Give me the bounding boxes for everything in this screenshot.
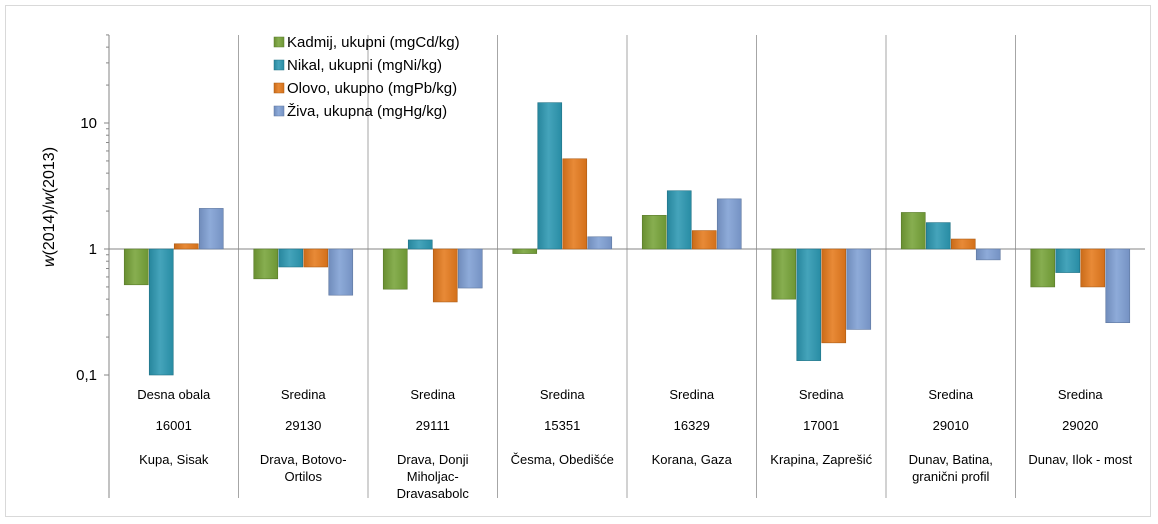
category-position-label: Sredina [928,387,974,402]
y-axis: 0,1 1 10 w(2014)/w(2013) [41,34,1145,498]
category-position-label: Sredina [799,387,845,402]
category-name-label: Ortilos [284,469,322,484]
category-name-label: Dunav, Ilok - most [1028,452,1132,467]
category-labels: Desna obala 16001 Kupa, Sisak Sredina 29130 D… [137,387,1132,501]
category-position-label: Sredina [281,387,327,402]
bar [900,212,926,250]
legend-swatch [273,59,285,71]
bar [432,248,458,303]
category-name-label: Drava, Donji [397,452,469,467]
category-name-label: Kupa, Sisak [139,452,209,467]
bar [303,248,329,268]
y-axis-title: w(2014)/w(2013) [41,147,58,267]
category-code-label: 16329 [674,418,710,433]
bar [691,230,717,250]
chart-dividers [238,35,1016,498]
category-position-label: Sredina [540,387,586,402]
bar [666,190,692,250]
category-code-label: 29130 [285,418,321,433]
bar [198,208,224,250]
bar [253,248,279,280]
bar-chart: 0,1 1 10 w(2014)/w(2013) Desna obala 16001 Ku… [41,34,1145,501]
bar [328,248,354,296]
bar [562,158,588,250]
bar [641,215,667,250]
bar [173,243,199,250]
bar [457,248,483,289]
bar [846,248,872,330]
category-position-label: Sredina [1058,387,1104,402]
chart-frame: 0,1 1 10 w(2014)/w(2013) Desna obala 16001 Ku… [5,5,1151,517]
y-tick-label: 1 [89,241,97,258]
bar [512,248,538,254]
bar [123,248,149,286]
category-name-label: Česma, Obedišće [511,452,614,467]
category-code-label: 29020 [1062,418,1098,433]
bar [382,248,408,290]
category-name-label: granični profil [912,469,989,484]
legend: Kadmij, ukupni (mgCd/kg) Nikal, ukupni (m… [273,34,460,120]
category-name-label: Dravasabolc [397,486,470,501]
category-code-label: 15351 [544,418,580,433]
category-name-label: Dunav, Batina, [909,452,993,467]
legend-label: Nikal, ukupni (mgNi/kg) [287,57,442,74]
y-tick-label: 0,1 [76,367,97,384]
bar [278,248,304,268]
legend-label: Olovo, ukupno (mgPb/kg) [287,80,457,97]
legend-label: Živa, ukupna (mgHg/kg) [287,103,447,120]
category-name-label: Korana, Gaza [652,452,733,467]
category-code-label: 29111 [416,418,450,433]
category-code-label: 17001 [803,418,839,433]
bar [796,248,822,361]
legend-swatch [273,82,285,94]
legend-swatch [273,105,285,117]
category-name-label: Miholjac- [407,469,459,484]
category-name-label: Drava, Botovo- [260,452,347,467]
bar [975,248,1001,261]
legend-swatch [273,36,285,48]
bar [537,102,563,250]
y-tick-label: 10 [80,115,97,132]
category-position-label: Sredina [669,387,715,402]
bar [1105,248,1131,324]
bar [716,198,742,250]
bar [148,248,174,376]
bar [950,238,976,250]
bar [771,248,797,300]
category-name-label: Krapina, Zaprešić [770,452,872,467]
category-code-label: 16001 [156,418,192,433]
bar [1055,248,1081,273]
bar [587,236,613,250]
bar [407,239,433,250]
bar [1080,248,1106,288]
category-position-label: Desna obala [137,387,211,402]
category-code-label: 29010 [933,418,969,433]
bar [925,222,951,250]
bar [1030,248,1056,288]
category-position-label: Sredina [410,387,456,402]
legend-label: Kadmij, ukupni (mgCd/kg) [287,34,460,51]
bars [123,102,1131,376]
bar [821,248,847,344]
